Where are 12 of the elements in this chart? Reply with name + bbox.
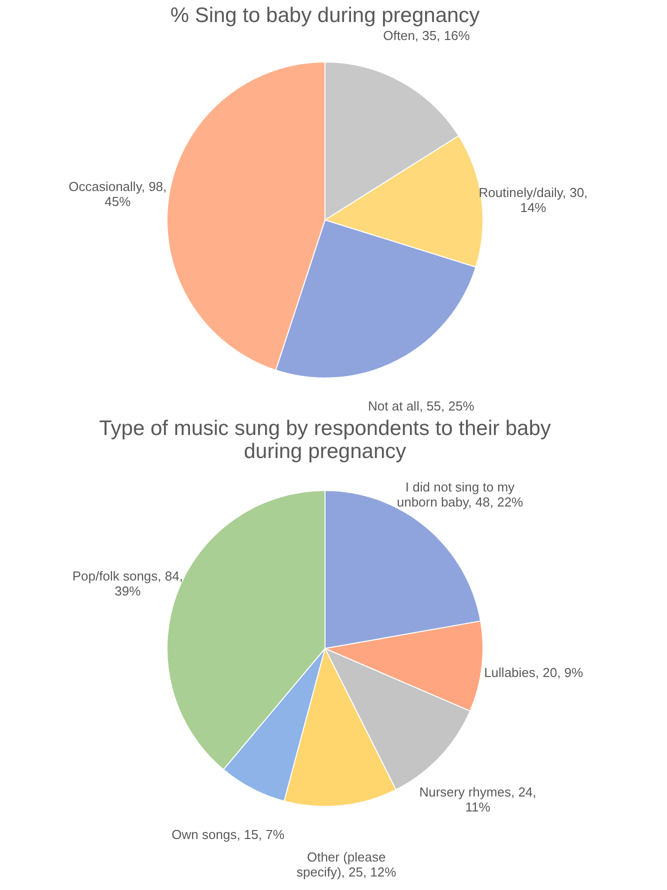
slice-label: Nursery rhymes, 24, 11%	[419, 784, 536, 815]
chart-title: Type of music sung by respondents to their baby during pregnancy	[99, 417, 552, 463]
slice-label: Own songs, 15, 7%	[172, 826, 285, 842]
slice-label: Not at all, 55, 25%	[368, 398, 475, 414]
slice-label: Routinely/daily, 30, 14%	[478, 184, 588, 215]
slice-label: Occasionally, 98, 45%	[68, 178, 167, 209]
slice-label: Other (please specify), 25, 12%	[296, 849, 397, 880]
slice-label: Lullabies, 20, 9%	[484, 664, 584, 680]
slice-label: Often, 35, 16%	[383, 28, 470, 44]
slice-label: I did not sing to my unborn baby, 48, 22%	[396, 480, 524, 510]
slice-label: Pop/folk songs, 84, 39%	[72, 568, 183, 599]
chart-title: % Sing to baby during pregnancy	[170, 4, 480, 28]
